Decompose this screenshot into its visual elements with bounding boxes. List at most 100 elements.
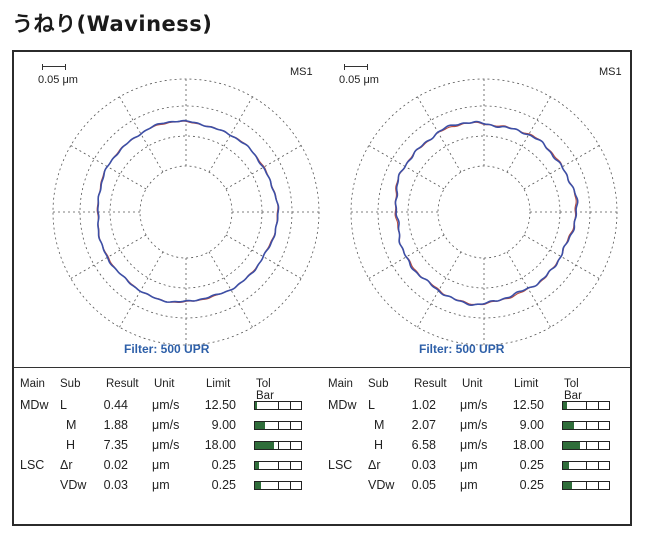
cell-unit: μm/s (152, 438, 180, 452)
grid-spoke (70, 145, 147, 190)
cell-unit: μm (460, 478, 478, 492)
tolerance-bar-tick (586, 442, 587, 449)
filter-label: Filter: 500 UPR (419, 342, 505, 356)
grid-ring (109, 135, 263, 289)
cell-sub: Δr (60, 458, 73, 472)
polar-plot-svg (350, 78, 618, 346)
cell-main: MDw (328, 398, 357, 412)
tolerance-bar-tick (597, 482, 599, 489)
tolerance-bar (254, 401, 302, 410)
cell-result: 6.58 (411, 438, 436, 452)
tolerance-bar-tick (597, 462, 599, 469)
header-tolbar: Tol Bar (564, 378, 582, 402)
grid-ring (437, 165, 531, 259)
grid-spoke (208, 96, 253, 173)
tolerance-bar-tick (278, 482, 279, 489)
tolerance-bar-fill (563, 442, 581, 449)
header-unit: Unit (154, 378, 175, 390)
filter-label: Filter: 500 UPR (124, 342, 210, 356)
cell-result: 1.88 (103, 418, 128, 432)
tolerance-bar-tick (289, 442, 291, 449)
grid-ring (79, 105, 293, 319)
tolerance-bar-tick (597, 442, 599, 449)
cell-sub: M (66, 418, 77, 432)
tolerance-bar-tick (597, 422, 599, 429)
measured-profile (394, 120, 579, 307)
grid-ring (377, 105, 591, 319)
cell-limit: 9.00 (211, 418, 236, 432)
tolerance-bar (254, 481, 302, 490)
tolerance-bar-tick (278, 462, 279, 469)
cell-sub: L (60, 398, 67, 412)
plot-area: 0.05 μm MS1 Filter: 500 UPR 0.05 μm MS1 … (14, 52, 630, 367)
tolerance-bar-tick (586, 462, 587, 469)
cell-limit: 18.00 (204, 438, 236, 452)
cell-result: 0.03 (103, 478, 128, 492)
cell-limit: 0.25 (519, 458, 544, 472)
tolerance-bar (562, 401, 610, 410)
tolerance-bar (254, 421, 302, 430)
measured-profile (97, 119, 280, 303)
tolerance-bar (562, 461, 610, 470)
tolerance-bar-tick (586, 422, 587, 429)
header-result: Result (414, 378, 447, 390)
cell-result: 7.35 (103, 438, 128, 452)
tolerance-bar (562, 441, 610, 450)
cell-limit: 18.00 (512, 438, 544, 452)
page-title: うねり(Waviness) (12, 12, 213, 36)
polar-plot-svg (52, 78, 320, 346)
cell-limit: 9.00 (519, 418, 544, 432)
cell-sub: M (374, 418, 385, 432)
cell-result: 0.05 (411, 478, 436, 492)
header-sub: Sub (60, 378, 81, 390)
grid-spoke (417, 96, 462, 173)
header-limit: Limit (206, 378, 231, 390)
header-result: Result (106, 378, 139, 390)
polar-grid (350, 78, 618, 346)
header-main: Main (328, 378, 353, 390)
cell-limit: 0.25 (211, 478, 236, 492)
cell-sub: H (66, 438, 76, 452)
cell-main: MDw (20, 398, 49, 412)
cell-main: LSC (328, 458, 353, 472)
divider (14, 367, 630, 368)
cell-unit: μm (152, 478, 170, 492)
cell-unit: μm/s (460, 398, 488, 412)
cell-result: 0.02 (103, 458, 128, 472)
header-tolbar: Tol Bar (256, 378, 274, 402)
grid-ring (52, 78, 320, 346)
cell-sub: VDw (368, 478, 395, 492)
grid-spoke (368, 145, 445, 190)
header-limit: Limit (514, 378, 539, 390)
cell-limit: 0.25 (519, 478, 544, 492)
ms-label: MS1 (599, 66, 622, 78)
tolerance-bar-tick (289, 402, 291, 409)
cell-sub: H (374, 438, 384, 452)
polar-plot-right (334, 62, 634, 362)
polar-grid (52, 78, 320, 346)
tolerance-bar-fill (563, 402, 567, 409)
tolerance-bar-fill (563, 482, 573, 489)
header-unit: Unit (462, 378, 483, 390)
scale-bar (344, 64, 368, 70)
cell-unit: μm/s (460, 418, 488, 432)
cell-sub: VDw (60, 478, 87, 492)
tolerance-bar-fill (255, 422, 265, 429)
tolerance-bar-fill (255, 442, 274, 449)
grid-spoke (506, 251, 551, 328)
cell-unit: μm/s (152, 418, 180, 432)
polar-plot-left (36, 62, 336, 362)
tolerance-bar (562, 481, 610, 490)
tolerance-bar-tick (278, 422, 279, 429)
cell-limit: 12.50 (204, 398, 236, 412)
cell-sub: Δr (368, 458, 381, 472)
waviness-panel: 0.05 μm MS1 Filter: 500 UPR 0.05 μm MS1 … (12, 50, 632, 526)
tolerance-bar-fill (255, 402, 257, 409)
cell-main: LSC (20, 458, 45, 472)
ms-label: MS1 (290, 66, 313, 78)
grid-ring (407, 135, 561, 289)
tolerance-bar-tick (289, 462, 291, 469)
tolerance-bar-tick (586, 402, 587, 409)
tolerance-bar-fill (563, 422, 574, 429)
cell-unit: μm (152, 458, 170, 472)
